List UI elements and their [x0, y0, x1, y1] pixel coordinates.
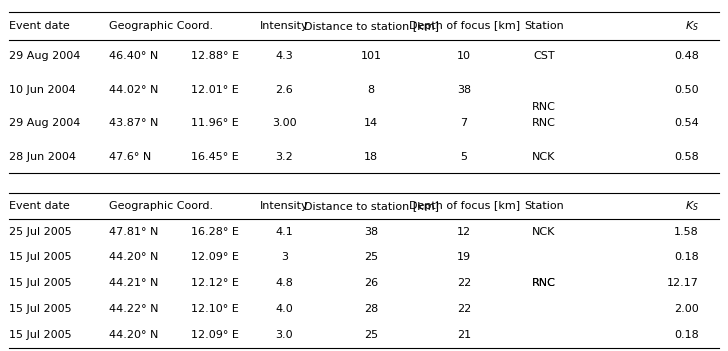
- Text: RNC: RNC: [532, 101, 555, 112]
- Text: 4.0: 4.0: [275, 304, 293, 314]
- Text: 15 Jul 2005: 15 Jul 2005: [9, 304, 71, 314]
- Text: 16.28° E: 16.28° E: [191, 226, 240, 237]
- Text: 0.48: 0.48: [674, 51, 699, 61]
- Text: Intensity: Intensity: [260, 21, 309, 31]
- Text: RNC: RNC: [532, 118, 555, 128]
- Text: 1.58: 1.58: [674, 226, 699, 237]
- Text: 14: 14: [364, 118, 379, 128]
- Text: 44.22° N: 44.22° N: [108, 304, 158, 314]
- Text: 8: 8: [368, 85, 375, 95]
- Text: 38: 38: [457, 85, 471, 95]
- Text: 47.6° N: 47.6° N: [108, 152, 151, 162]
- Text: 12.17: 12.17: [667, 278, 699, 288]
- Text: 44.20° N: 44.20° N: [108, 330, 158, 340]
- Text: 4.1: 4.1: [275, 226, 293, 237]
- Text: 29 Aug 2004: 29 Aug 2004: [9, 51, 80, 61]
- Text: 22: 22: [457, 278, 471, 288]
- Text: 44.20° N: 44.20° N: [108, 252, 158, 262]
- Text: 22: 22: [457, 304, 471, 314]
- Text: Distance to station [km]: Distance to station [km]: [304, 201, 439, 211]
- Text: 10 Jun 2004: 10 Jun 2004: [9, 85, 76, 95]
- Text: 18: 18: [364, 152, 379, 162]
- Text: RNC: RNC: [532, 278, 555, 288]
- Text: NCK: NCK: [532, 152, 555, 162]
- Text: RNC: RNC: [532, 278, 555, 288]
- Text: 12.09° E: 12.09° E: [191, 252, 240, 262]
- Text: 12.10° E: 12.10° E: [191, 304, 239, 314]
- Text: 3.2: 3.2: [275, 152, 293, 162]
- Text: 12.88° E: 12.88° E: [191, 51, 240, 61]
- Text: 15 Jul 2005: 15 Jul 2005: [9, 278, 71, 288]
- Text: 7: 7: [461, 118, 467, 128]
- Text: 2.6: 2.6: [275, 85, 293, 95]
- Text: Intensity: Intensity: [260, 201, 309, 211]
- Text: 101: 101: [361, 51, 381, 61]
- Text: 15 Jul 2005: 15 Jul 2005: [9, 330, 71, 340]
- Text: Event date: Event date: [9, 201, 69, 211]
- Text: Depth of focus [km]: Depth of focus [km]: [408, 21, 520, 31]
- Text: Station: Station: [524, 21, 563, 31]
- Text: 0.54: 0.54: [674, 118, 699, 128]
- Text: 16.45° E: 16.45° E: [191, 152, 239, 162]
- Text: 47.81° N: 47.81° N: [108, 226, 158, 237]
- Text: NCK: NCK: [532, 226, 555, 237]
- Text: 21: 21: [457, 330, 471, 340]
- Text: 0.58: 0.58: [674, 152, 699, 162]
- Text: 25: 25: [364, 252, 379, 262]
- Text: CST: CST: [533, 51, 555, 61]
- Text: 28: 28: [364, 304, 379, 314]
- Text: 44.02° N: 44.02° N: [108, 85, 158, 95]
- Text: 25 Jul 2005: 25 Jul 2005: [9, 226, 71, 237]
- Text: $K_S$: $K_S$: [685, 19, 699, 33]
- Text: 0.50: 0.50: [674, 85, 699, 95]
- Text: 12.09° E: 12.09° E: [191, 330, 240, 340]
- Text: 11.96° E: 11.96° E: [191, 118, 239, 128]
- Text: 19: 19: [457, 252, 471, 262]
- Text: 3.00: 3.00: [272, 118, 296, 128]
- Text: 3.0: 3.0: [275, 330, 293, 340]
- Text: Depth of focus [km]: Depth of focus [km]: [408, 201, 520, 211]
- Text: Event date: Event date: [9, 21, 69, 31]
- Text: 12: 12: [457, 226, 471, 237]
- Text: 0.18: 0.18: [674, 252, 699, 262]
- Text: 4.3: 4.3: [275, 51, 293, 61]
- Text: $K_S$: $K_S$: [685, 199, 699, 212]
- Text: Geographic Coord.: Geographic Coord.: [108, 21, 213, 31]
- Text: 38: 38: [364, 226, 379, 237]
- Text: 46.40° N: 46.40° N: [108, 51, 158, 61]
- Text: 43.87° N: 43.87° N: [108, 118, 158, 128]
- Text: 10: 10: [457, 51, 471, 61]
- Text: 0.18: 0.18: [674, 330, 699, 340]
- Text: 3: 3: [281, 252, 288, 262]
- Text: 12.12° E: 12.12° E: [191, 278, 240, 288]
- Text: 12.01° E: 12.01° E: [191, 85, 239, 95]
- Text: 15 Jul 2005: 15 Jul 2005: [9, 252, 71, 262]
- Text: 28 Jun 2004: 28 Jun 2004: [9, 152, 76, 162]
- Text: 29 Aug 2004: 29 Aug 2004: [9, 118, 80, 128]
- Text: 4.8: 4.8: [275, 278, 293, 288]
- Text: Distance to station [km]: Distance to station [km]: [304, 21, 439, 31]
- Text: Geographic Coord.: Geographic Coord.: [108, 201, 213, 211]
- Text: 25: 25: [364, 330, 379, 340]
- Text: 5: 5: [461, 152, 467, 162]
- Text: 44.21° N: 44.21° N: [108, 278, 158, 288]
- Text: 2.00: 2.00: [674, 304, 699, 314]
- Text: 26: 26: [364, 278, 379, 288]
- Text: Station: Station: [524, 201, 563, 211]
